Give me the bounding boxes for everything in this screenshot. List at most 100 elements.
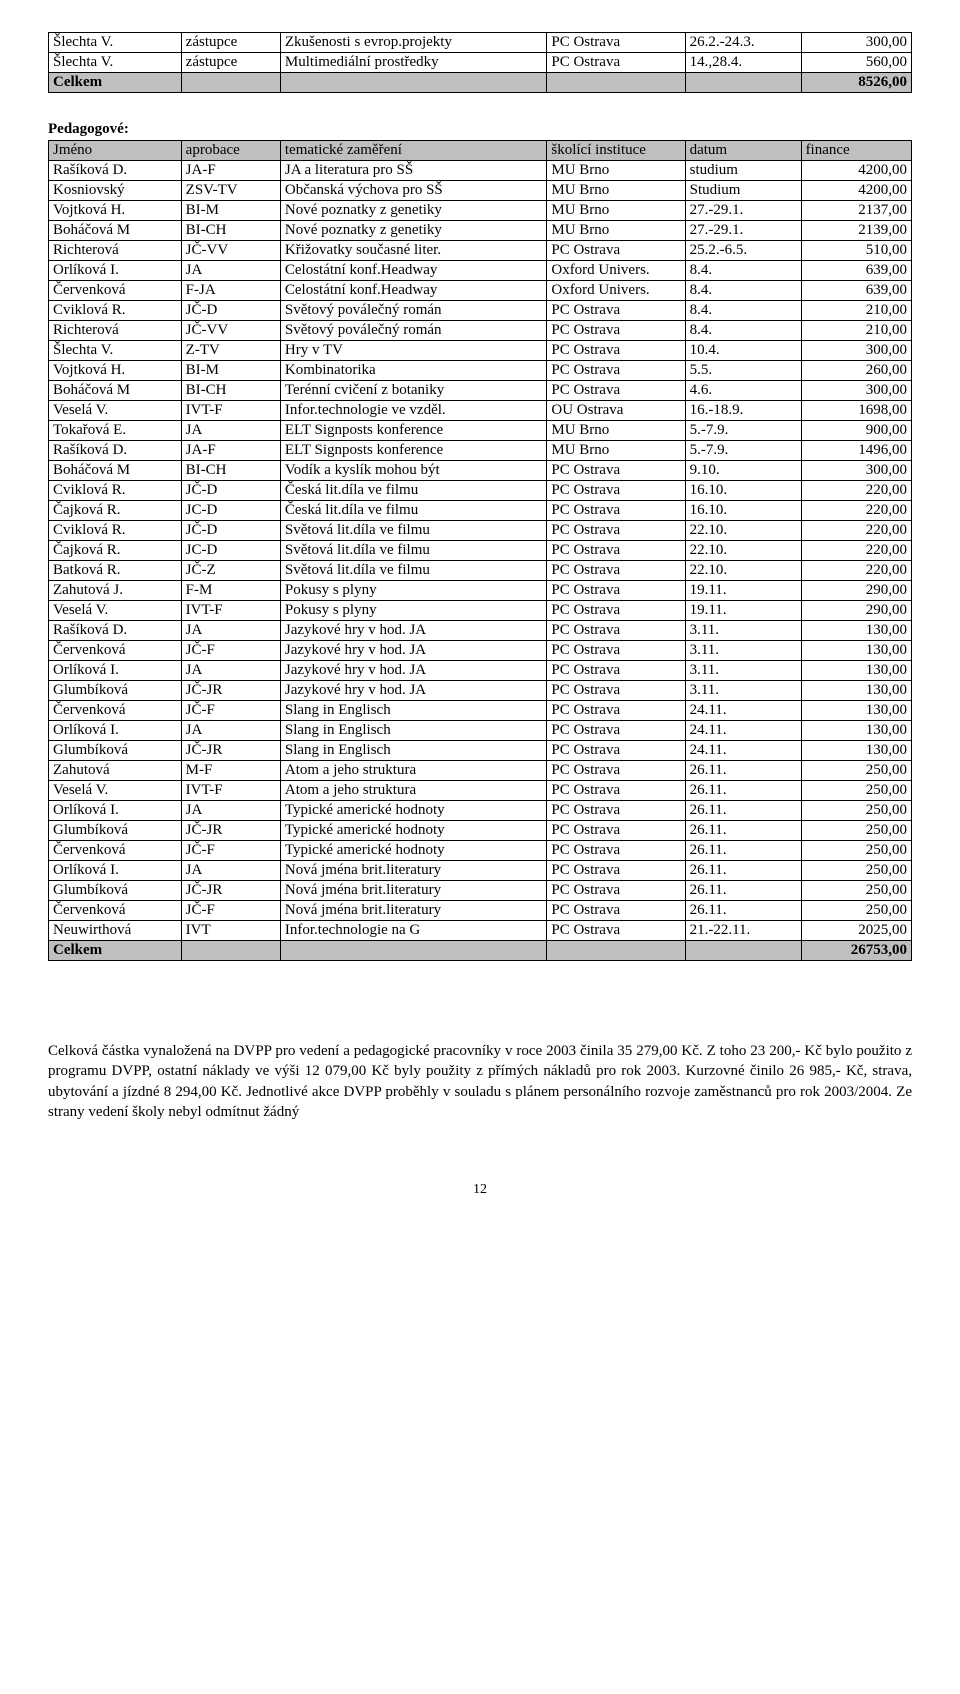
table-cell: Nová jména brit.literatury: [280, 861, 546, 881]
table-cell: 4200,00: [801, 161, 911, 181]
table-cell: 220,00: [801, 561, 911, 581]
table-cell: Vojtková H.: [49, 361, 182, 381]
page-number: 12: [48, 1182, 912, 1198]
table-cell: 290,00: [801, 601, 911, 621]
total-value: 26753,00: [801, 941, 911, 961]
table-cell: 900,00: [801, 421, 911, 441]
table-cell: JA a literatura pro SŠ: [280, 161, 546, 181]
table-row: Veselá V.IVT-FInfor.technologie ve vzděl…: [49, 401, 912, 421]
table-cell: JČ-VV: [181, 321, 280, 341]
table-cell: Světový poválečný román: [280, 321, 546, 341]
table-cell: Infor.technologie na G: [280, 921, 546, 941]
table-cell: 220,00: [801, 501, 911, 521]
table-row: Cviklová R.JČ-DSvětová lit.díla ve filmu…: [49, 521, 912, 541]
table-row: GlumbíkováJČ-JRJazykové hry v hod. JAPC …: [49, 681, 912, 701]
table-cell: Slang in Englisch: [280, 701, 546, 721]
table-cell: IVT: [181, 921, 280, 941]
table-cell: JČ-JR: [181, 821, 280, 841]
table-cell: Česká lit.díla ve filmu: [280, 481, 546, 501]
table-cell: PC Ostrava: [547, 621, 685, 641]
table-cell: Světová lit.díla ve filmu: [280, 541, 546, 561]
table-row: Čajková R.JC-DČeská lit.díla ve filmuPC …: [49, 501, 912, 521]
table-cell: 26.11.: [685, 761, 801, 781]
table-cell: Richterová: [49, 241, 182, 261]
table-cell: [181, 941, 280, 961]
table-row: KosniovskýZSV-TVObčanská výchova pro SŠM…: [49, 181, 912, 201]
table-cell: Občanská výchova pro SŠ: [280, 181, 546, 201]
table-row: Rašíková D.JAJazykové hry v hod. JAPC Os…: [49, 621, 912, 641]
table-cell: Typické americké hodnoty: [280, 841, 546, 861]
table-row: GlumbíkováJČ-JRNová jména brit.literatur…: [49, 881, 912, 901]
table-cell: JČ-D: [181, 521, 280, 541]
table-cell: JA: [181, 661, 280, 681]
table-cell: Jazykové hry v hod. JA: [280, 661, 546, 681]
table-row: Veselá V.IVT-FPokusy s plynyPC Ostrava19…: [49, 601, 912, 621]
table-cell: [685, 73, 801, 93]
table-cell: F-JA: [181, 281, 280, 301]
table-cell: MU Brno: [547, 441, 685, 461]
table-cell: PC Ostrava: [547, 341, 685, 361]
table-cell: Orlíková I.: [49, 721, 182, 741]
table-cell: JA: [181, 421, 280, 441]
table-row: ČervenkováF-JACelostátní konf.HeadwayOxf…: [49, 281, 912, 301]
table-cell: 250,00: [801, 821, 911, 841]
table-cell: Orlíková I.: [49, 861, 182, 881]
table-cell: Červenková: [49, 901, 182, 921]
table-row: GlumbíkováJČ-JRSlang in EnglischPC Ostra…: [49, 741, 912, 761]
table-row: NeuwirthováIVTInfor.technologie na GPC O…: [49, 921, 912, 941]
table-cell: 510,00: [801, 241, 911, 261]
table-cell: Terénní cvičení z botaniky: [280, 381, 546, 401]
table-cell: 24.11.: [685, 701, 801, 721]
table-cell: Veselá V.: [49, 601, 182, 621]
table-cell: 639,00: [801, 281, 911, 301]
total-row: Celkem8526,00: [49, 73, 912, 93]
table-cell: Glumbíková: [49, 681, 182, 701]
table-cell: JA: [181, 261, 280, 281]
table-cell: [181, 73, 280, 93]
table-cell: Zkušenosti s evrop.projekty: [280, 33, 546, 53]
table-cell: MU Brno: [547, 221, 685, 241]
table-cell: Rašíková D.: [49, 441, 182, 461]
table-cell: 300,00: [801, 33, 911, 53]
table-cell: PC Ostrava: [547, 641, 685, 661]
table-cell: Slang in Englisch: [280, 721, 546, 741]
table-cell: Česká lit.díla ve filmu: [280, 501, 546, 521]
table-cell: Červenková: [49, 701, 182, 721]
table-cell: 300,00: [801, 461, 911, 481]
table-cell: IVT-F: [181, 781, 280, 801]
table-cell: PC Ostrava: [547, 521, 685, 541]
table-cell: PC Ostrava: [547, 601, 685, 621]
table-cell: JA: [181, 721, 280, 741]
table-cell: Křižovatky současné liter.: [280, 241, 546, 261]
table-cell: PC Ostrava: [547, 581, 685, 601]
table-cell: Pokusy s plyny: [280, 601, 546, 621]
table-cell: 250,00: [801, 881, 911, 901]
table-row: Orlíková I.JANová jména brit.literaturyP…: [49, 861, 912, 881]
table-cell: Glumbíková: [49, 821, 182, 841]
table-cell: JČ-D: [181, 301, 280, 321]
table-cell: BI-M: [181, 361, 280, 381]
table-row: ZahutováM-FAtom a jeho strukturaPC Ostra…: [49, 761, 912, 781]
table-cell: JČ-D: [181, 481, 280, 501]
table-cell: 220,00: [801, 541, 911, 561]
table-cell: IVT-F: [181, 401, 280, 421]
table-cell: Veselá V.: [49, 401, 182, 421]
table-row: Orlíková I.JACelostátní konf.HeadwayOxfo…: [49, 261, 912, 281]
table-cell: JC-D: [181, 501, 280, 521]
column-header: finance: [801, 141, 911, 161]
table-row: Cviklová R.JČ-DČeská lit.díla ve filmuPC…: [49, 481, 912, 501]
column-header: datum: [685, 141, 801, 161]
table-cell: Cviklová R.: [49, 521, 182, 541]
table-cell: 130,00: [801, 701, 911, 721]
table-cell: 3.11.: [685, 681, 801, 701]
table-cell: ZSV-TV: [181, 181, 280, 201]
table-row: GlumbíkováJČ-JRTypické americké hodnotyP…: [49, 821, 912, 841]
table-cell: 24.11.: [685, 741, 801, 761]
table-cell: Boháčová M: [49, 221, 182, 241]
table-cell: PC Ostrava: [547, 681, 685, 701]
table-cell: ELT Signposts konference: [280, 441, 546, 461]
table-cell: [547, 941, 685, 961]
table-row: Boháčová MBI-CHVodík a kyslík mohou býtP…: [49, 461, 912, 481]
table-cell: PC Ostrava: [547, 361, 685, 381]
table-cell: PC Ostrava: [547, 33, 685, 53]
